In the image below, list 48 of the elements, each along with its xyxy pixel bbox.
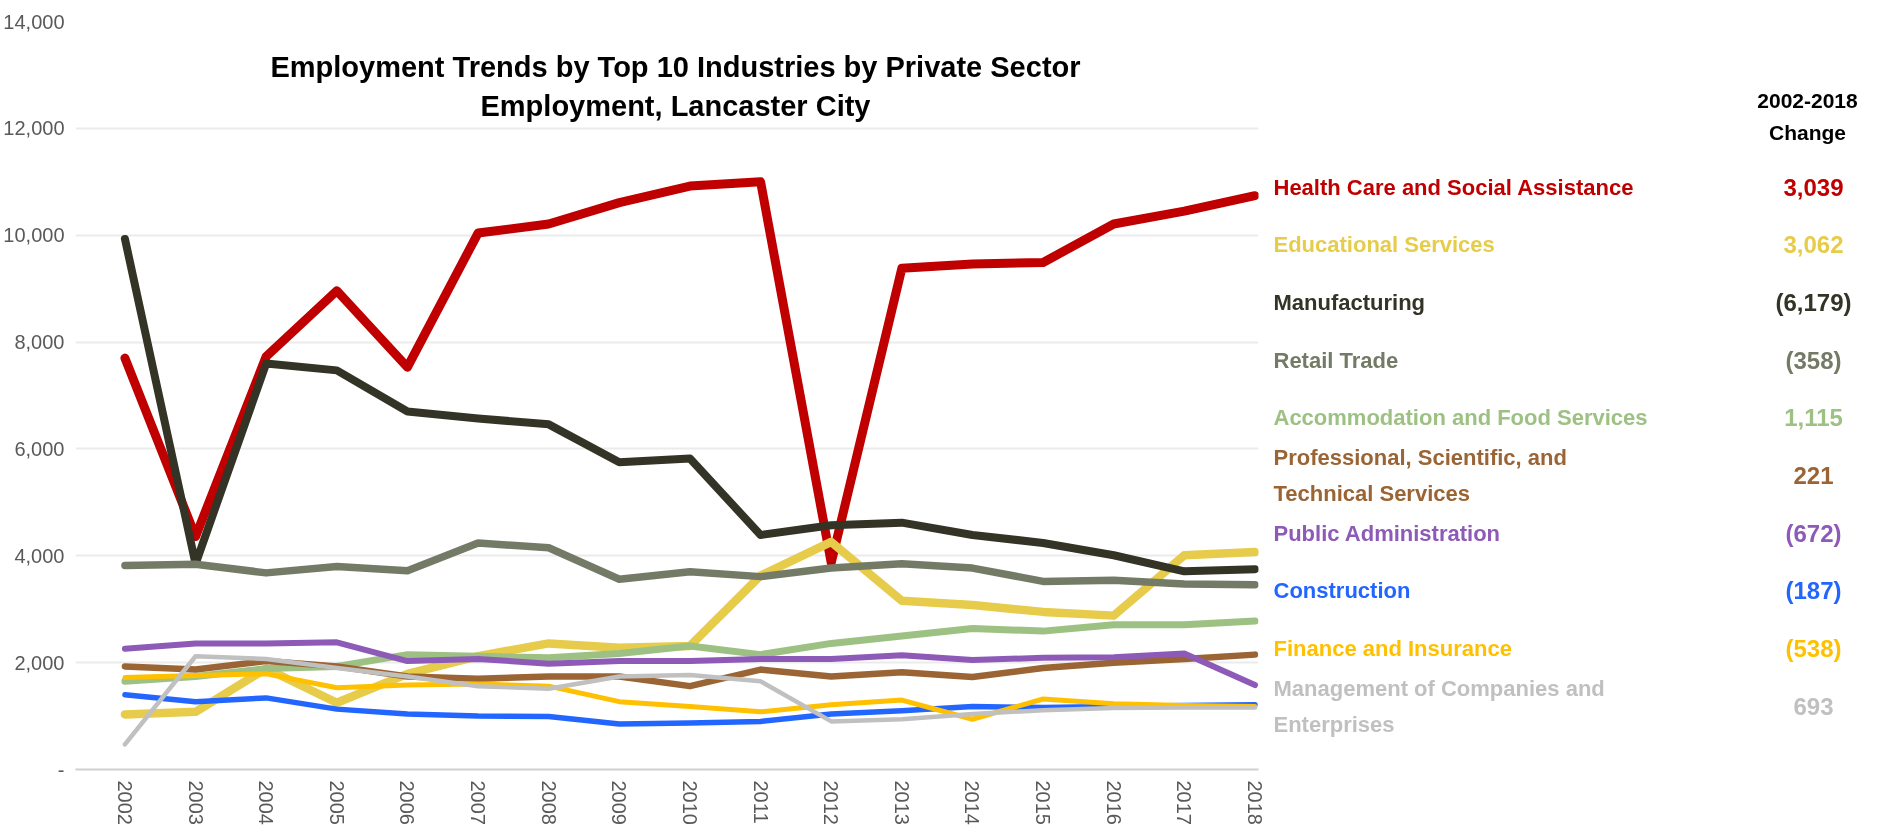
text: Manufacturing	[1273, 289, 1426, 315]
text: 221	[1793, 462, 1834, 490]
x-tick-label: 2005	[325, 780, 348, 825]
y-tick-label: 4,000	[14, 544, 65, 567]
x-tick-label: 2006	[396, 780, 419, 825]
text: 2002-2018 Change	[1757, 88, 1859, 145]
text: Construction	[1273, 578, 1411, 604]
text: Public Administration	[1273, 520, 1501, 546]
x-tick-label: 2004	[255, 780, 278, 825]
text: (538)	[1785, 635, 1842, 663]
text: Professional, Scientific, and Technical Services	[1273, 444, 1567, 507]
text: (6,179)	[1775, 288, 1852, 316]
y-tick-label: 14,000	[3, 10, 65, 33]
x-tick-label: 2014	[961, 780, 984, 825]
text: 693	[1793, 692, 1834, 720]
text: 3,039	[1783, 173, 1844, 201]
y-tick-label: 12,000	[3, 117, 65, 140]
x-tick-label: 2002	[113, 780, 136, 825]
y-tick-label: 6,000	[14, 437, 65, 460]
y-tick-label: -	[57, 758, 65, 781]
x-tick-label: 2016	[1102, 780, 1125, 825]
x-tick-label: 2010	[678, 780, 701, 825]
text: Educational Services	[1273, 232, 1495, 258]
x-tick-label: 2008	[537, 780, 560, 825]
x-tick-label: 2011	[749, 780, 772, 824]
y-tick-label: 8,000	[14, 331, 65, 354]
text: 1,115	[1784, 404, 1843, 432]
x-tick-label: 2013	[890, 780, 913, 825]
text: 3,062	[1783, 231, 1844, 259]
x-tick-label: 2009	[608, 780, 631, 825]
x-tick-label: 2003	[184, 780, 207, 825]
text: Accommodation and Food Services	[1273, 405, 1648, 431]
text: (358)	[1785, 346, 1842, 374]
series-label: Health Care and Social Assistance	[1273, 174, 1634, 200]
y-tick-label: 10,000	[3, 224, 65, 247]
x-tick-label: 2017	[1173, 780, 1196, 825]
x-tick-label: 2015	[1032, 780, 1055, 825]
line-series	[122, 653, 1258, 747]
text: (672)	[1785, 519, 1842, 547]
x-tick-label: 2007	[467, 780, 490, 825]
series-label: Management of Companies and Enterprises	[1273, 675, 1605, 737]
text: (187)	[1785, 577, 1842, 605]
text: Retail Trade	[1273, 347, 1399, 373]
text: Finance and Insurance	[1273, 636, 1512, 662]
x-tick-label: 2018	[1243, 780, 1266, 825]
y-tick-label: 2,000	[14, 651, 65, 674]
text: Employment Trends by Top 10 Industries by Private Sector Employment, Lancaster City	[270, 51, 1081, 122]
x-tick-label: 2012	[820, 780, 843, 825]
